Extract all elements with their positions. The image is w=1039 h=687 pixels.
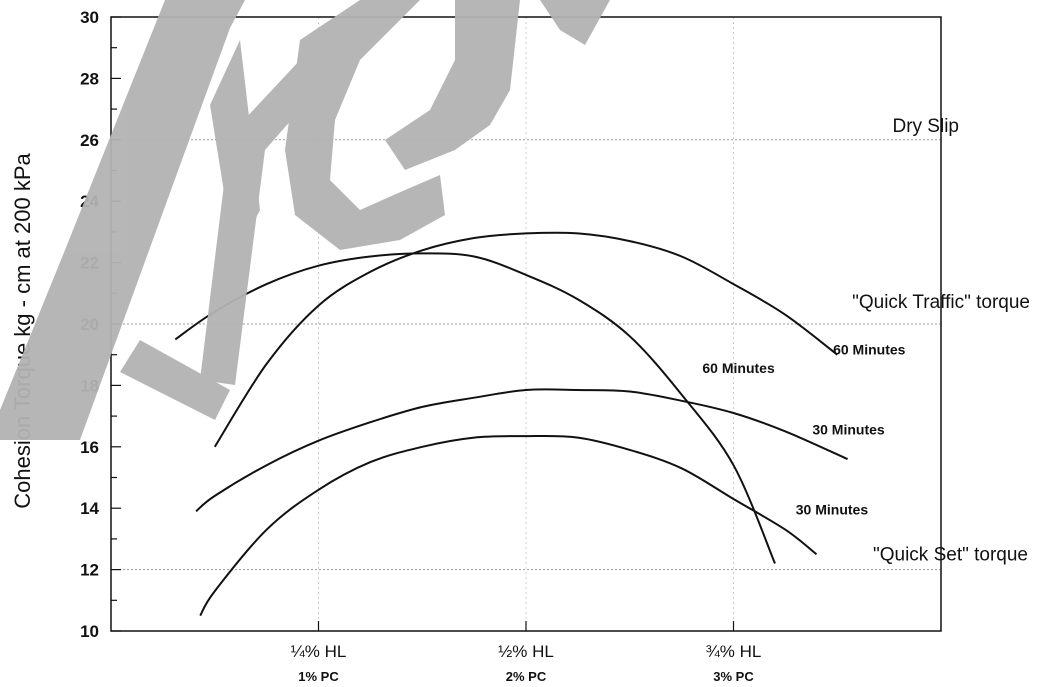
reference-line-label: "Quick Traffic" torque xyxy=(852,292,1030,313)
curve-label: 30 Minutes xyxy=(812,422,885,438)
y-tick-label: 14 xyxy=(80,499,99,518)
y-tick-label: 12 xyxy=(80,561,99,580)
reference-line-label: Dry Slip xyxy=(892,116,959,137)
series-curve-4 xyxy=(199,434,818,617)
y-tick-label: 26 xyxy=(80,131,99,150)
x-tick-label: ¼% HL xyxy=(291,642,347,661)
series-curves xyxy=(174,231,849,617)
reference-line-label: "Quick Set" torque xyxy=(873,545,1028,566)
archive-watermark xyxy=(0,0,610,440)
series-curve-1 xyxy=(174,252,776,564)
y-axis-label: Cohesion Torque kg - cm at 200 kPa xyxy=(10,153,35,509)
series-curve-2 xyxy=(213,231,838,448)
x-tick-label: ¾% HL xyxy=(706,642,762,661)
y-tick-label: 16 xyxy=(80,438,99,457)
series-curve-3 xyxy=(195,388,849,513)
y-tick-label: 28 xyxy=(80,69,99,88)
x-tick-sublabel: 1% PC xyxy=(298,669,339,684)
curve-label: 60 Minutes xyxy=(702,360,775,376)
y-tick-label: 10 xyxy=(80,622,99,641)
curve-label: 30 Minutes xyxy=(796,501,869,517)
y-tick-label: 30 xyxy=(80,8,99,27)
grid-layer xyxy=(318,17,734,631)
x-tick-sublabel: 2% PC xyxy=(506,669,547,684)
x-tick-label: ½% HL xyxy=(498,642,554,661)
curve-label: 60 Minutes xyxy=(833,342,906,358)
x-tick-sublabel: 3% PC xyxy=(713,669,754,684)
